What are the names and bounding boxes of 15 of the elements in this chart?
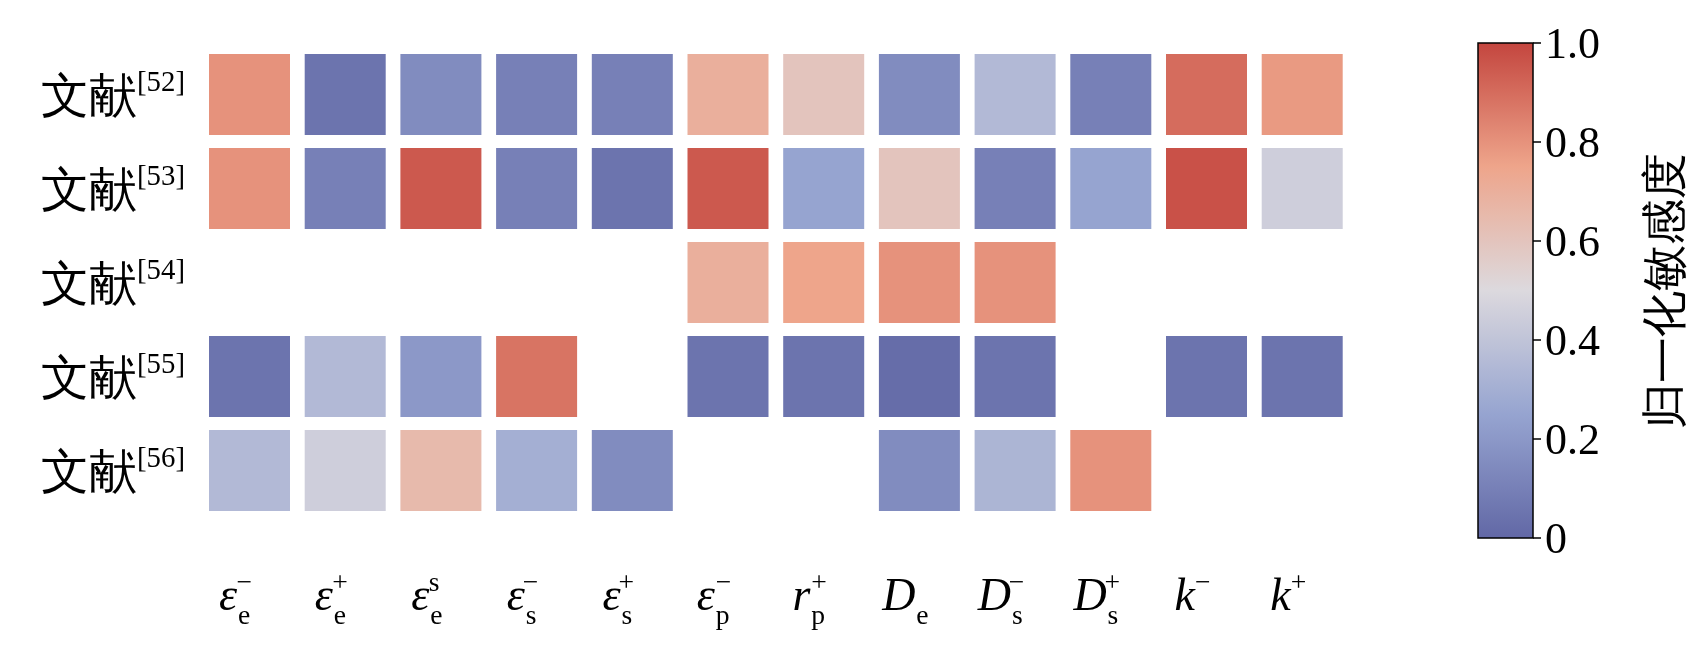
color-bar-title: 归一化敏感度 bbox=[1639, 152, 1690, 429]
color-bar-label: 0.6 bbox=[1545, 217, 1600, 266]
y-tick-label: 文献$^{[52]}$ bbox=[41, 65, 185, 122]
x-tick-label: k$^{−}$ bbox=[1174, 565, 1211, 620]
y-tick-label: 文献$^{[54]}$ bbox=[41, 253, 185, 310]
y-tick-label: 文献$^{[53]}$ bbox=[41, 159, 185, 216]
color-bar-label: 0.8 bbox=[1545, 118, 1600, 167]
x-tick-label: D$_{e}$ bbox=[881, 569, 929, 630]
color-bar-label: 1.0 bbox=[1545, 19, 1600, 68]
x-tick-label: k$^{+}$ bbox=[1270, 565, 1307, 620]
color-bar-label: 0.4 bbox=[1545, 316, 1600, 365]
y-tick-label: 文献$^{[55]}$ bbox=[41, 347, 185, 404]
color-bar-label: 0.2 bbox=[1545, 415, 1600, 464]
color-bar-label: 0 bbox=[1545, 514, 1567, 563]
y-tick-label: 文献$^{[56]}$ bbox=[41, 441, 185, 498]
